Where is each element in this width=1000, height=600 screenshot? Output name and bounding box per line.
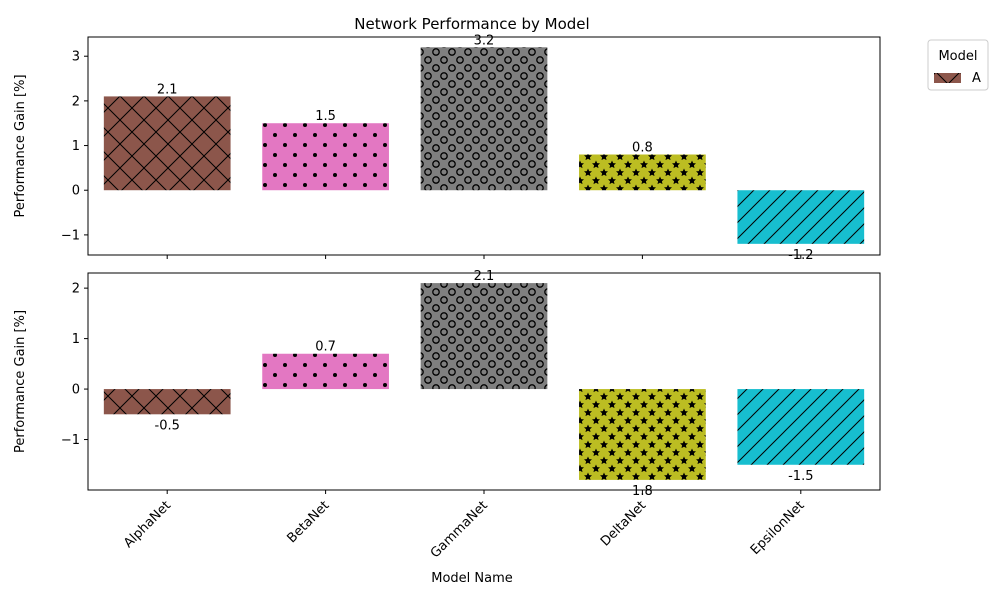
- value-label: 0.7: [315, 340, 336, 355]
- y-tick-label: −1: [61, 433, 80, 448]
- bar-betanet: [262, 353, 389, 390]
- bar-gammanet: [420, 283, 548, 390]
- value-label: 0.8: [632, 140, 653, 155]
- y-tick-label: 0: [72, 184, 80, 199]
- x-tick-label: GammaNet: [428, 498, 491, 561]
- y-tick-label: 1: [72, 332, 80, 347]
- value-label: 3.2: [474, 33, 495, 48]
- y-tick-label: 0: [72, 383, 80, 398]
- x-tick-label: AlphaNet: [121, 498, 174, 551]
- bar-betanet: [262, 123, 389, 191]
- value-label: 1.5: [315, 109, 336, 124]
- bar-alphanet: [103, 389, 231, 415]
- y-tick-label: 1: [72, 139, 80, 154]
- bar-alphanet: [103, 96, 231, 191]
- y-tick-label: 3: [72, 50, 80, 65]
- value-label: -0.5: [155, 418, 180, 433]
- value-label: 2.1: [474, 269, 495, 284]
- bar-gammanet: [420, 47, 548, 191]
- y-axis-label: Performance Gain [%]: [13, 74, 28, 217]
- x-tick-label: DeltaNet: [598, 498, 649, 549]
- x-tick-label: BetaNet: [284, 498, 332, 546]
- x-tick-label: EpsilonNet: [748, 498, 808, 558]
- y-tick-label: −1: [61, 228, 80, 243]
- legend-entry: A: [972, 71, 981, 86]
- bar-deltanet: [579, 154, 706, 191]
- x-axis-label: Model Name: [431, 571, 513, 586]
- chart-title: Network Performance by Model: [354, 15, 589, 33]
- bar-deltanet: [579, 389, 706, 480]
- y-tick-label: 2: [72, 282, 80, 297]
- value-label: -1.5: [788, 469, 813, 484]
- value-label: 2.1: [157, 82, 178, 97]
- y-axis-label: Performance Gain [%]: [13, 310, 28, 453]
- bar-epsilonnet: [737, 389, 865, 465]
- legend: Model A: [927, 39, 989, 91]
- legend-title: Model: [938, 49, 977, 64]
- bar-epsilonnet: [737, 190, 865, 244]
- legend-swatch: [934, 73, 961, 83]
- y-tick-label: 2: [72, 94, 80, 109]
